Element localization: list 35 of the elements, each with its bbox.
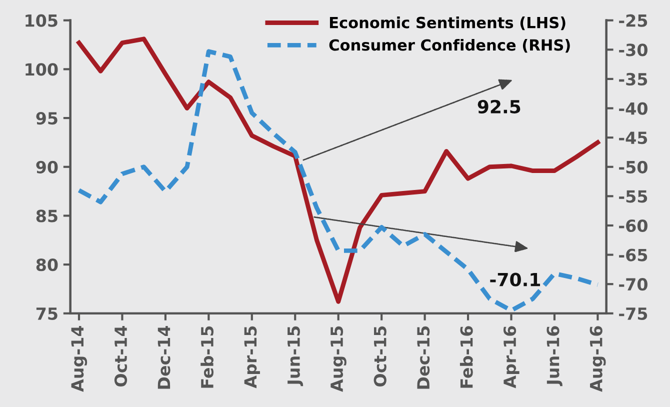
y-tick-label: 100 [26,63,58,76]
x-tick-label: Oct-15 [374,326,386,386]
x-tick-label: Aug-15 [330,326,346,392]
annotation: 92.5 [478,100,520,114]
annotation: -70.1 [490,272,540,286]
x-tick-label: Jun-16 [546,326,562,386]
y-tick-label: 105 [26,14,58,27]
legend-label: Economic Sentiments (LHS) [330,16,566,30]
x-tick-label: Apr-15 [244,326,260,388]
x-tick-label: Feb-15 [200,326,214,388]
y2-tick-label: -30 [619,44,648,56]
y-tick-label: 90 [36,160,58,174]
x-tick-label: Jun-15 [288,326,304,386]
y2-tick-label: -75 [619,308,648,320]
y2-tick-label: -50 [619,160,648,174]
y2-tick-label: -35 [619,72,648,86]
legend-label: Consumer Confidence (RHS) [329,38,570,53]
y2-tick-label: -25 [619,14,648,27]
x-tick-label: Dec-14 [158,326,170,389]
x-tick-label: Apr-16 [504,326,520,388]
y-tick-label: 85 [36,210,58,222]
y-tick-label: 95 [36,112,58,125]
y2-tick-label: -60 [619,219,648,232]
x-tick-label: Feb-16 [460,326,473,388]
x-tick-label: Aug-14 [71,326,88,392]
y2-tick-label: -40 [619,102,648,115]
y2-tick-label: -70 [619,278,648,291]
y-tick-label: 80 [36,258,58,272]
y2-tick-label: -45 [619,132,648,144]
y2-tick-label: -55 [619,190,648,203]
x-tick-label: Dec-15 [417,326,430,389]
x-tick-label: Aug-16 [590,326,606,392]
y-tick-label: 75 [36,308,58,320]
y2-tick-label: -65 [619,248,648,262]
x-tick-label: Oct-14 [114,326,128,386]
